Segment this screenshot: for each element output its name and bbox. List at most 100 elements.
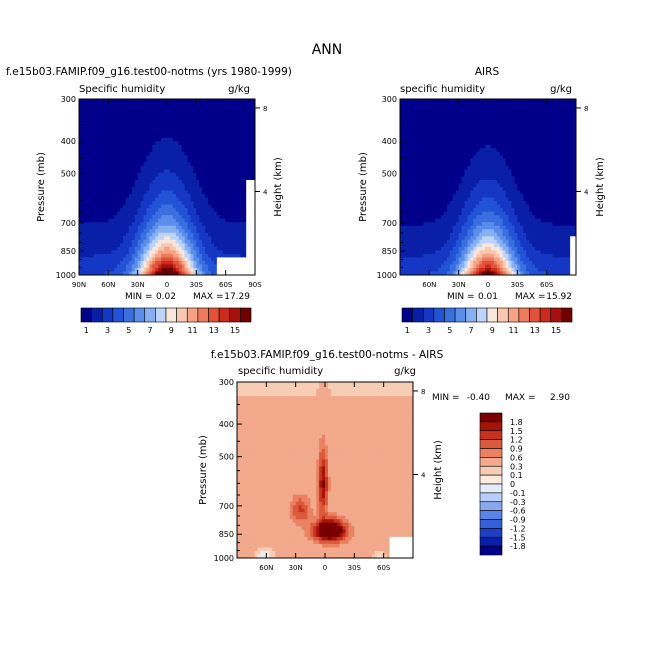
contour-cell — [108, 106, 112, 110]
contour-cell — [187, 99, 191, 103]
contour-cell — [444, 183, 448, 188]
contour-cell — [196, 197, 200, 202]
contour-cell — [402, 158, 407, 163]
contour-cell — [405, 187, 410, 191]
contour-cell — [420, 155, 424, 160]
contour-cell — [169, 243, 174, 248]
contour-cell — [499, 169, 504, 174]
contour-cell — [423, 144, 427, 149]
contour-cell — [564, 155, 568, 160]
contour-cell — [181, 165, 185, 170]
contour-cell — [161, 106, 165, 110]
contour-cell — [140, 204, 144, 209]
contour-cell — [117, 222, 121, 227]
contour-cell — [240, 151, 244, 156]
contour-cell — [225, 229, 229, 234]
contour-cell — [193, 155, 197, 160]
contour-cell — [199, 246, 203, 251]
contour-cell — [476, 144, 480, 149]
contour-cell — [208, 148, 212, 153]
contour-cell — [502, 130, 506, 135]
contour-cell — [537, 204, 542, 209]
contour-cell — [202, 257, 206, 262]
contour-cell — [499, 162, 504, 167]
contour-cell — [237, 127, 241, 132]
contour-cell — [108, 253, 112, 258]
contour-cell — [152, 176, 156, 181]
contour-cell — [216, 141, 221, 146]
contour-cell — [438, 120, 442, 125]
contour-cell — [249, 127, 253, 132]
contour-cell — [149, 201, 153, 205]
contour-cell — [111, 113, 115, 117]
contour-cell — [435, 190, 439, 195]
contour-cell — [152, 190, 156, 195]
contour-cell — [520, 162, 524, 167]
contour-cell — [441, 155, 445, 160]
contour-cell — [426, 102, 430, 107]
contour-cell — [211, 187, 215, 191]
contour-cell — [243, 229, 247, 234]
contour-cell — [175, 102, 180, 107]
contour-cell — [452, 155, 457, 160]
contour-cell — [231, 137, 235, 142]
contour-cell — [161, 257, 165, 262]
contour-cell — [131, 225, 136, 230]
airs-panel: AIRS specific humidity g/kg Pressure (mb… — [358, 66, 606, 335]
contour-cell — [429, 155, 433, 160]
contour-cell — [499, 144, 504, 149]
contour-cell — [84, 215, 89, 220]
contour-cell — [108, 169, 112, 174]
airs-panel-min-value: 0.01 — [478, 292, 498, 302]
contour-cell — [570, 148, 574, 153]
contour-cell — [532, 106, 536, 110]
contour-cell — [400, 201, 404, 205]
contour-cell — [128, 239, 133, 244]
contour-cell — [172, 190, 177, 195]
contour-cell — [111, 232, 115, 237]
contour-cell — [102, 123, 106, 128]
contour-cell — [105, 183, 109, 188]
contour-cell — [473, 109, 477, 114]
contour-cell — [435, 120, 439, 125]
contour-cell — [167, 165, 171, 170]
contour-cell — [111, 250, 115, 255]
contour-cell — [479, 106, 483, 110]
contour-cell — [134, 169, 139, 174]
contour-cell — [231, 204, 235, 209]
contour-cell — [543, 187, 548, 191]
contour-cell — [243, 127, 247, 132]
contour-cell — [543, 162, 548, 167]
contour-cell — [120, 204, 124, 209]
contour-cell — [514, 109, 518, 114]
contour-cell — [555, 99, 559, 103]
contour-cell — [172, 155, 177, 160]
contour-cell — [114, 158, 118, 163]
contour-cell — [155, 208, 159, 213]
contour-cell — [446, 134, 451, 139]
contour-cell — [219, 141, 224, 146]
contour-cell — [164, 204, 168, 209]
contour-cell — [149, 106, 153, 110]
contour-cell — [181, 137, 185, 142]
contour-cell — [234, 211, 238, 216]
contour-cell — [155, 190, 159, 195]
contour-cell — [152, 222, 156, 227]
contour-cell — [143, 183, 147, 188]
contour-cell — [155, 113, 159, 117]
contour-cell — [202, 232, 206, 237]
contour-cell — [400, 169, 404, 174]
contour-cell — [117, 134, 121, 139]
contour-cell — [184, 264, 188, 269]
contour-cell — [246, 183, 250, 188]
contour-cell — [479, 123, 483, 128]
contour-cell — [169, 172, 174, 177]
contour-cell — [461, 134, 465, 139]
contour-cell — [105, 106, 109, 110]
contour-cell — [426, 194, 430, 198]
contour-cell — [96, 271, 100, 276]
contour-cell — [446, 194, 451, 198]
contour-cell — [87, 267, 92, 272]
contour-cell — [205, 162, 209, 167]
contour-cell — [114, 99, 118, 103]
